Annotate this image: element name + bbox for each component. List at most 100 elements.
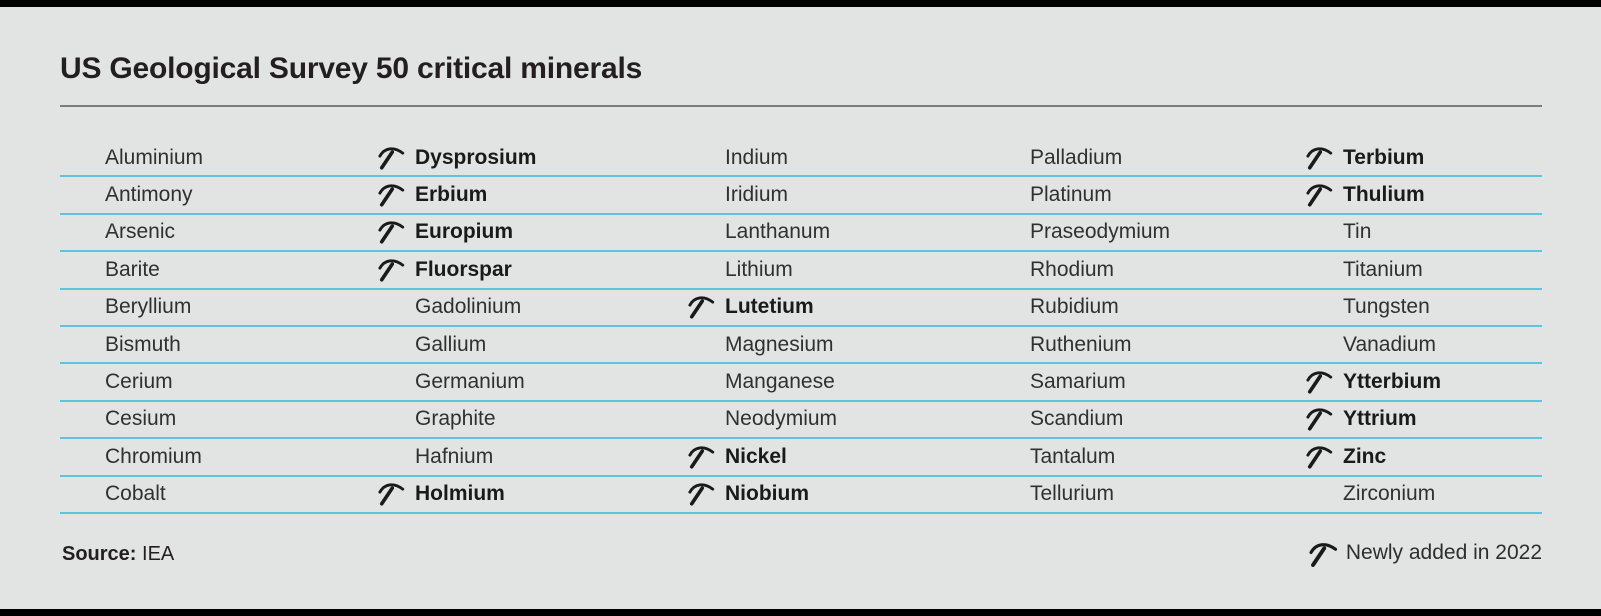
mineral-name: Yttrium <box>1343 407 1417 431</box>
legend: Newly added in 2022 <box>1309 538 1542 568</box>
mineral-name: Tantalum <box>1030 444 1116 468</box>
mineral-cell: Holmium <box>370 477 680 512</box>
mineral-name: Bismuth <box>105 332 181 356</box>
source-note: Source: IEA <box>62 543 174 566</box>
mineral-cell: Nickel <box>680 439 985 474</box>
mineral-cell: Graphite <box>370 402 680 437</box>
mineral-name: Gallium <box>415 332 487 356</box>
mineral-name: Lithium <box>725 257 793 281</box>
table-row: Beryllium Gadolinium Lutetium Rubidium Tungs… <box>60 290 1542 327</box>
table-row: Cerium Germanium Manganese Samarium Ytterbiu… <box>60 364 1542 402</box>
mineral-name: Vanadium <box>1343 332 1437 356</box>
mineral-cell: Europium <box>370 215 680 250</box>
pickaxe-icon <box>378 142 406 170</box>
mineral-name: Manganese <box>725 370 835 394</box>
mineral-cell: Bismuth <box>60 327 370 362</box>
mineral-cell: Germanium <box>370 364 680 399</box>
pickaxe-icon <box>378 180 406 208</box>
mineral-cell: Indium <box>680 140 985 175</box>
mineral-name: Palladium <box>1030 145 1123 169</box>
mineral-name: Lutetium <box>725 295 814 319</box>
mineral-cell: Cobalt <box>60 477 370 512</box>
mineral-name: Barite <box>105 257 160 281</box>
mineral-cell: Yttrium <box>1298 402 1542 437</box>
mineral-name: Arsenic <box>105 220 176 244</box>
mineral-cell: Dysprosium <box>370 140 680 175</box>
legend-label: Newly added in 2022 <box>1345 541 1542 564</box>
table-row: Antimony Erbium Iridium Platinum Thulium <box>60 177 1542 215</box>
mineral-name: Cobalt <box>105 482 166 506</box>
mineral-cell: Rubidium <box>985 290 1298 325</box>
mineral-cell: Beryllium <box>60 290 370 325</box>
mineral-name: Gadolinium <box>415 295 522 319</box>
mineral-name: Zinc <box>1343 444 1387 468</box>
pickaxe-icon <box>378 217 406 245</box>
mineral-name: Magnesium <box>725 332 834 356</box>
mineral-cell: Fluorspar <box>370 252 680 287</box>
mineral-cell: Scandium <box>985 402 1298 437</box>
mineral-name: Ruthenium <box>1030 332 1132 356</box>
table-row: Barite Fluorspar Lithium Rhodium Titanium <box>60 252 1542 290</box>
mineral-cell: Aluminium <box>60 140 370 175</box>
mineral-name: Aluminium <box>105 145 204 169</box>
mineral-name: Rubidium <box>1030 295 1119 319</box>
mineral-cell: Ruthenium <box>985 327 1298 362</box>
top-edge-bar <box>0 0 1601 7</box>
mineral-cell: Gallium <box>370 327 680 362</box>
mineral-cell: Thulium <box>1298 177 1542 212</box>
bottom-edge-bar <box>0 609 1601 616</box>
pickaxe-icon <box>1306 404 1334 432</box>
mineral-name: Praseodymium <box>1030 220 1171 244</box>
mineral-name: Samarium <box>1030 370 1126 394</box>
mineral-cell: Rhodium <box>985 252 1298 287</box>
mineral-name: Iridium <box>725 183 789 207</box>
mineral-cell: Barite <box>60 252 370 287</box>
table-row: Cesium Graphite Neodymium Scandium Yttrium <box>60 402 1542 440</box>
minerals-table: Aluminium Dysprosium Indium Palladium Terbiu… <box>60 140 1542 514</box>
mineral-name: Europium <box>415 220 513 244</box>
mineral-name: Germanium <box>415 370 525 394</box>
mineral-cell: Manganese <box>680 364 985 399</box>
pickaxe-icon <box>1306 142 1334 170</box>
pickaxe-icon <box>688 292 716 320</box>
mineral-name: Fluorspar <box>415 257 512 281</box>
mineral-name: Graphite <box>415 407 496 431</box>
mineral-cell: Tungsten <box>1298 290 1542 325</box>
mineral-cell: Cerium <box>60 364 370 399</box>
mineral-cell: Neodymium <box>680 402 985 437</box>
source-value: IEA <box>136 543 175 565</box>
pickaxe-icon <box>688 441 716 469</box>
mineral-name: Ytterbium <box>1343 370 1442 394</box>
source-label: Source: <box>62 543 137 565</box>
mineral-cell: Tantalum <box>985 439 1298 474</box>
mineral-cell: Niobium <box>680 477 985 512</box>
mineral-name: Niobium <box>725 482 809 506</box>
mineral-cell: Palladium <box>985 140 1298 175</box>
mineral-cell: Cesium <box>60 402 370 437</box>
pickaxe-icon <box>378 254 406 282</box>
mineral-name: Platinum <box>1030 183 1112 207</box>
pickaxe-icon <box>1306 367 1334 395</box>
mineral-cell: Arsenic <box>60 215 370 250</box>
mineral-name: Antimony <box>105 183 193 207</box>
mineral-name: Scandium <box>1030 407 1124 431</box>
mineral-name: Lanthanum <box>725 220 831 244</box>
mineral-cell: Ytterbium <box>1298 364 1542 399</box>
mineral-name: Tungsten <box>1343 295 1430 319</box>
mineral-cell: Lanthanum <box>680 215 985 250</box>
mineral-name: Chromium <box>105 444 202 468</box>
mineral-name: Erbium <box>415 183 488 207</box>
mineral-name: Holmium <box>415 482 505 506</box>
mineral-cell: Tin <box>1298 215 1542 250</box>
mineral-cell: Antimony <box>60 177 370 212</box>
mineral-name: Titanium <box>1343 257 1423 281</box>
table-row: Chromium Hafnium Nickel Tantalum Zinc <box>60 439 1542 477</box>
table-row: Aluminium Dysprosium Indium Palladium Terbiu… <box>60 140 1542 178</box>
mineral-cell: Vanadium <box>1298 327 1542 362</box>
mineral-name: Neodymium <box>725 407 838 431</box>
mineral-cell: Erbium <box>370 177 680 212</box>
mineral-cell: Titanium <box>1298 252 1542 287</box>
pickaxe-icon <box>688 479 716 507</box>
mineral-name: Tin <box>1343 220 1372 244</box>
